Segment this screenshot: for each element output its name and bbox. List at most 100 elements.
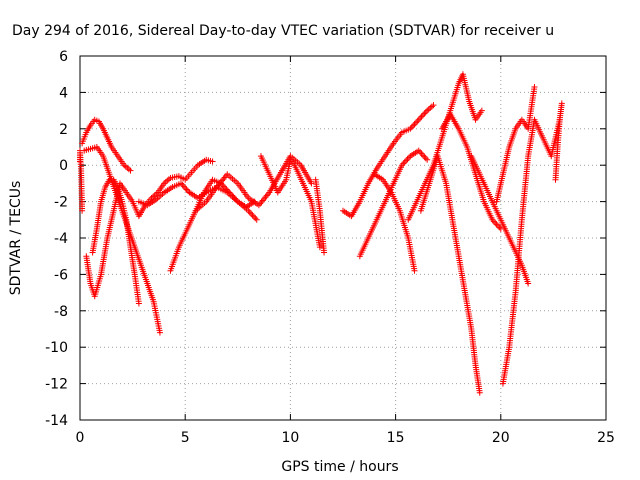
data-point: [246, 209, 253, 216]
axis-ticks: [79, 55, 607, 421]
x-tick-label: 25: [597, 430, 615, 446]
data-point: [253, 216, 260, 223]
y-axis-label: SDTVAR / TECUs: [8, 181, 24, 296]
y-tick-label: 2: [59, 122, 68, 138]
data-point: [262, 194, 269, 201]
data-point: [308, 180, 315, 187]
data-point: [164, 177, 171, 184]
data-point: [261, 195, 268, 202]
series-19: [77, 147, 86, 214]
grid: [80, 56, 606, 420]
data-point: [417, 149, 424, 156]
data-point: [321, 249, 328, 256]
series-0: [79, 116, 134, 174]
y-tick-label: 6: [59, 49, 68, 65]
y-tick-label: -10: [45, 340, 68, 356]
data-point: [411, 121, 418, 128]
data-point: [183, 186, 190, 193]
data-point: [421, 153, 428, 160]
series-2: [83, 156, 216, 300]
series-1: [81, 144, 163, 336]
data-point: [531, 83, 538, 90]
data-point: [135, 300, 142, 307]
x-tick-label: 15: [387, 430, 405, 446]
data-point: [209, 158, 216, 165]
data-point: [248, 210, 255, 217]
data-point: [259, 197, 266, 204]
data-point: [125, 166, 132, 173]
data-point: [422, 109, 429, 116]
y-tick-label: -14: [45, 413, 68, 429]
data-point: [252, 215, 259, 222]
data-point: [224, 187, 231, 194]
series-13: [417, 153, 483, 396]
data-point: [404, 156, 411, 163]
data-point: [403, 157, 410, 164]
data-point: [494, 222, 501, 229]
data-point: [257, 200, 264, 207]
x-tick-label: 20: [492, 430, 510, 446]
data-point: [124, 164, 131, 171]
data-point: [316, 244, 323, 251]
data-point: [478, 107, 485, 114]
y-tick-label: -4: [54, 231, 68, 247]
data-point: [419, 112, 426, 119]
x-tick-label: 0: [76, 430, 85, 446]
chart-title: Day 294 of 2016, Sidereal Day-to-day VTE…: [12, 23, 554, 39]
data-point: [127, 167, 134, 174]
x-axis-label: GPS time / hours: [281, 459, 398, 475]
plot-frame: [79, 55, 607, 421]
series-8: [312, 176, 328, 256]
data-point: [153, 190, 160, 197]
data-point: [558, 100, 565, 107]
data-point: [185, 187, 192, 194]
data-point: [424, 156, 431, 163]
data-point: [411, 267, 418, 274]
data-point: [430, 102, 437, 109]
data-point: [182, 184, 189, 191]
series-10: [356, 147, 431, 260]
data-point: [425, 106, 432, 113]
y-tick-labels: -14 -12 -10 -8 -6 -4 -2 0 2 4 6: [45, 49, 68, 429]
data-point: [525, 280, 532, 287]
series-18: [552, 100, 565, 183]
data-point: [419, 152, 426, 159]
y-tick-label: -2: [54, 195, 68, 211]
data-point: [422, 155, 429, 162]
y-tick-label: -6: [54, 267, 68, 283]
data-point: [410, 122, 417, 129]
series-11: [371, 171, 418, 274]
data-point: [424, 107, 431, 114]
data-point: [263, 192, 270, 199]
data-point: [414, 118, 421, 125]
data-point: [156, 329, 163, 336]
x-tick-labels: 0 5 10 15 20 25: [76, 430, 615, 446]
data-point: [476, 389, 483, 396]
data-point: [79, 207, 86, 214]
y-tick-label: -8: [54, 304, 68, 320]
y-tick-label: 4: [59, 85, 68, 101]
data-point: [421, 110, 428, 117]
data-point: [418, 113, 425, 120]
data-points: [77, 71, 565, 396]
series-3: [89, 176, 142, 307]
data-point: [427, 104, 434, 111]
data-point: [417, 115, 424, 122]
x-tick-label: 10: [281, 430, 299, 446]
series-7: [257, 153, 323, 251]
data-point: [412, 119, 419, 126]
data-point: [179, 181, 186, 188]
data-point: [492, 219, 499, 226]
data-point: [122, 163, 129, 170]
data-point: [493, 221, 500, 228]
y-tick-label: -12: [45, 377, 68, 393]
y-tick-label: 0: [59, 158, 68, 174]
data-point: [415, 116, 422, 123]
data-point: [249, 212, 256, 219]
series-12: [405, 71, 485, 223]
x-tick-label: 5: [181, 430, 190, 446]
data-point: [405, 154, 412, 161]
data-point: [428, 103, 435, 110]
data-point: [401, 159, 408, 166]
data-point: [250, 213, 257, 220]
